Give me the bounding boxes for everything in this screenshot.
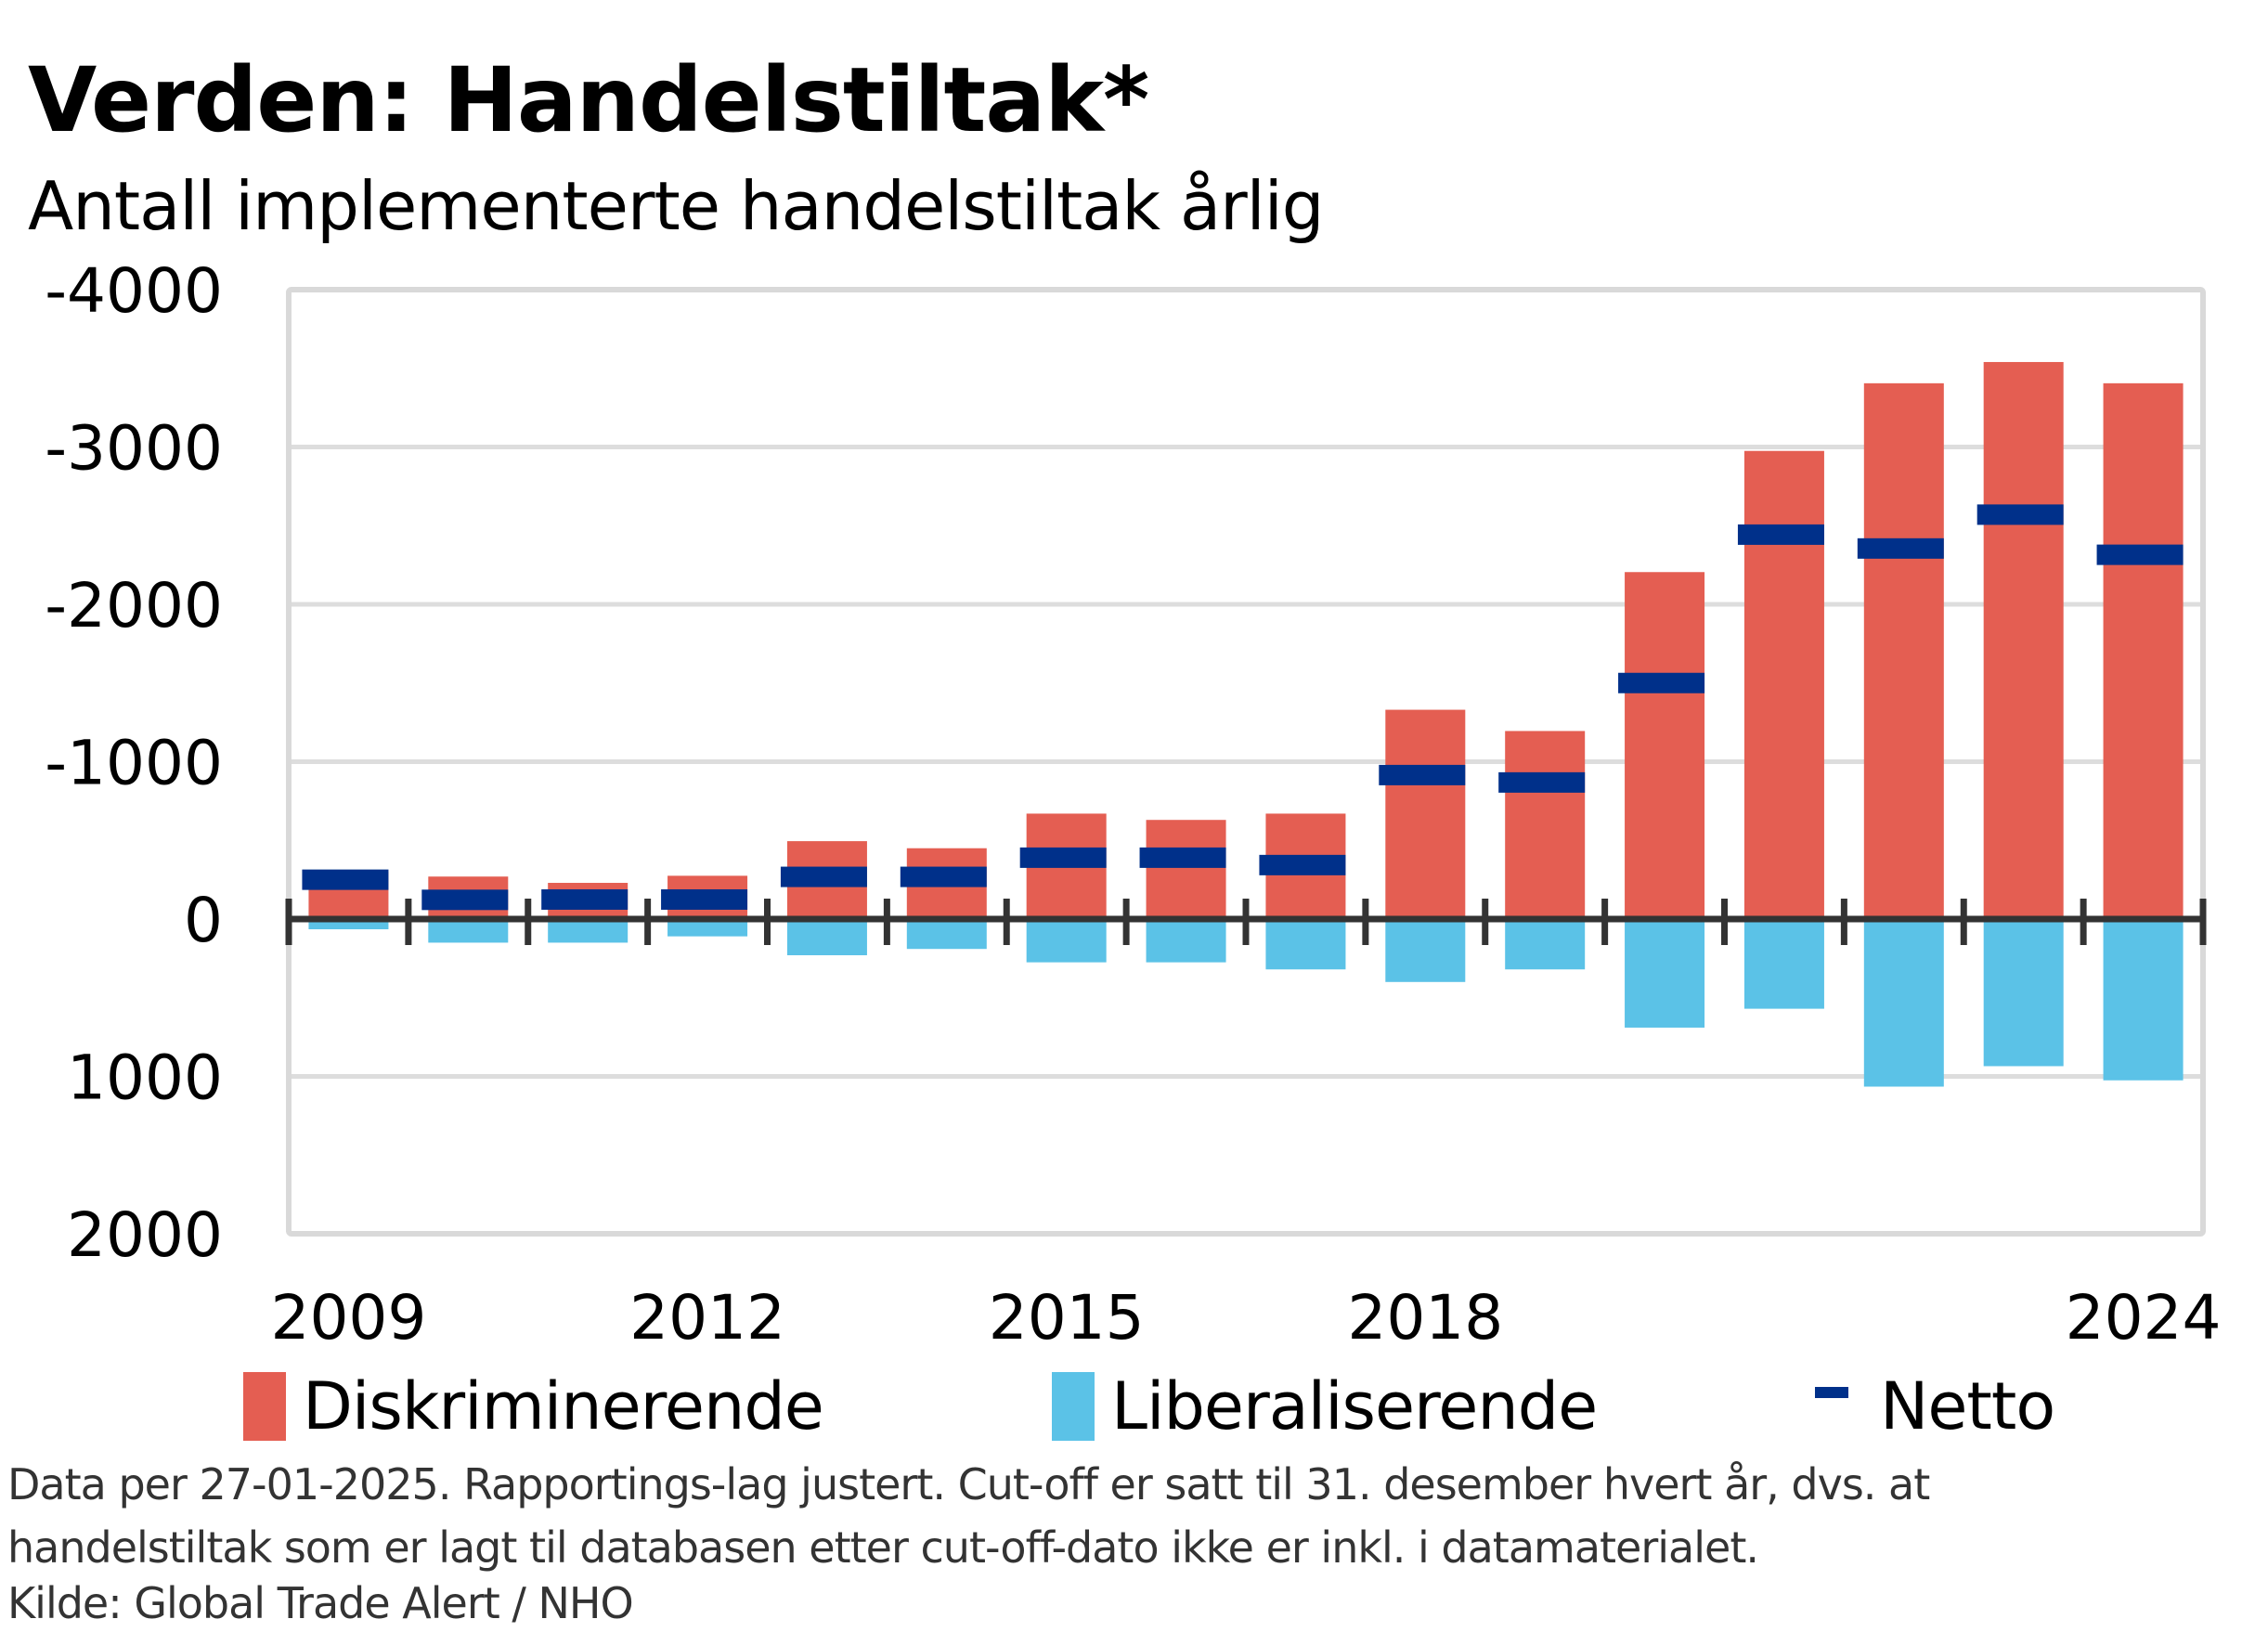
x-tick-label: 2024: [2066, 1282, 2222, 1354]
legend-item-liberaliserende: Liberaliserende: [1052, 1365, 1598, 1448]
bar-diskriminerende-2018: [1385, 709, 1466, 919]
bar-liberaliserende-2015: [1026, 919, 1107, 963]
bar-diskriminerende-2023: [1983, 361, 2064, 920]
marker-netto-2023: [1976, 504, 2064, 525]
marker-netto-2024: [2096, 544, 2184, 565]
marker-netto-2016: [1139, 847, 1226, 868]
y-axis-labels: -4000 -3000 -2000 -1000 0 1000 2000: [45, 255, 223, 1271]
x-axis-labels: 2009 2012 2015 2018 2024: [270, 1282, 2221, 1354]
y-tick-label: -1000: [45, 728, 223, 799]
series-liberaliserende: [308, 919, 2184, 1087]
bar-liberaliserende-2013: [786, 919, 867, 955]
marker-netto-2018: [1379, 764, 1466, 785]
x-tick-label: 2012: [629, 1282, 785, 1354]
bar-diskriminerende-2024: [2103, 382, 2184, 919]
marker-netto-2009: [302, 869, 389, 890]
bar-liberaliserende-2012: [667, 919, 748, 937]
marker-netto-2012: [661, 888, 748, 910]
footer-source: Kilde: Global Trade Alert / NHO: [7, 1578, 634, 1628]
bar-liberaliserende-2017: [1265, 919, 1346, 970]
bar-liberaliserende-2019: [1505, 919, 1586, 970]
legend-swatch-liberaliserende: [1052, 1372, 1095, 1441]
marker-netto-2010: [421, 889, 509, 911]
bar-liberaliserende-2022: [1863, 919, 1944, 1087]
x-tick-label: 2015: [989, 1282, 1145, 1354]
legend-swatch-netto: [1815, 1387, 1848, 1398]
marker-netto-2011: [541, 888, 629, 910]
marker-netto-2019: [1498, 771, 1586, 793]
bar-diskriminerende-2021: [1743, 450, 1824, 919]
marker-netto-2021: [1737, 524, 1824, 545]
bar-diskriminerende-2020: [1625, 572, 1705, 919]
marker-netto-2020: [1618, 672, 1705, 693]
legend-label-diskriminerende: Diskriminerende: [303, 1368, 824, 1444]
chart-subtitle: Antall implementerte handelstiltak årlig: [28, 167, 1324, 245]
legend-item-netto: Netto: [1815, 1365, 2055, 1448]
legend: Diskriminerende: [243, 1365, 824, 1448]
legend-label-netto: Netto: [1880, 1368, 2055, 1444]
marker-netto-2013: [780, 866, 867, 887]
bar-diskriminerende-2016: [1146, 820, 1226, 919]
bar-liberaliserende-2018: [1385, 919, 1466, 982]
y-tick-label: 2000: [67, 1199, 223, 1271]
bar-diskriminerende-2019: [1505, 731, 1586, 919]
marker-netto-2015: [1019, 847, 1107, 868]
marker-netto-2014: [900, 866, 987, 887]
bar-liberaliserende-2014: [906, 919, 987, 950]
y-tick-label: -3000: [45, 413, 223, 485]
y-tick-label: 1000: [67, 1043, 223, 1114]
bar-liberaliserende-2024: [2103, 919, 2184, 1081]
series-netto: [302, 504, 2184, 911]
bar-liberaliserende-2020: [1625, 919, 1705, 1028]
bar-liberaliserende-2021: [1743, 919, 1824, 1009]
legend-swatch-diskriminerende: [243, 1372, 286, 1441]
bar-liberaliserende-2023: [1983, 919, 2064, 1067]
zero-axis: [285, 899, 2207, 945]
y-tick-label: -2000: [45, 570, 223, 641]
x-tick-label: 2009: [270, 1282, 426, 1354]
marker-netto-2022: [1857, 538, 1944, 559]
footer-note-line-2: handelstiltak som er lagt til databasen …: [7, 1522, 1759, 1573]
legend-label-liberaliserende: Liberaliserende: [1111, 1368, 1598, 1444]
plot-frame: [286, 287, 2206, 1237]
bar-liberaliserende-2016: [1146, 919, 1226, 963]
bar-liberaliserende-2009: [308, 919, 389, 930]
bar-liberaliserende-2011: [548, 919, 629, 943]
bar-diskriminerende-2022: [1863, 382, 1944, 919]
chart-title: Verden: Handelstiltak*: [28, 48, 1149, 152]
footer-note-line-1: Data per 27-01-2025. Rapportings-lag jus…: [7, 1459, 1930, 1509]
y-tick-label: 0: [184, 885, 223, 956]
marker-netto-2017: [1259, 854, 1346, 875]
bar-liberaliserende-2010: [428, 919, 509, 943]
y-tick-label: -4000: [45, 255, 223, 327]
x-tick-label: 2018: [1347, 1282, 1503, 1354]
